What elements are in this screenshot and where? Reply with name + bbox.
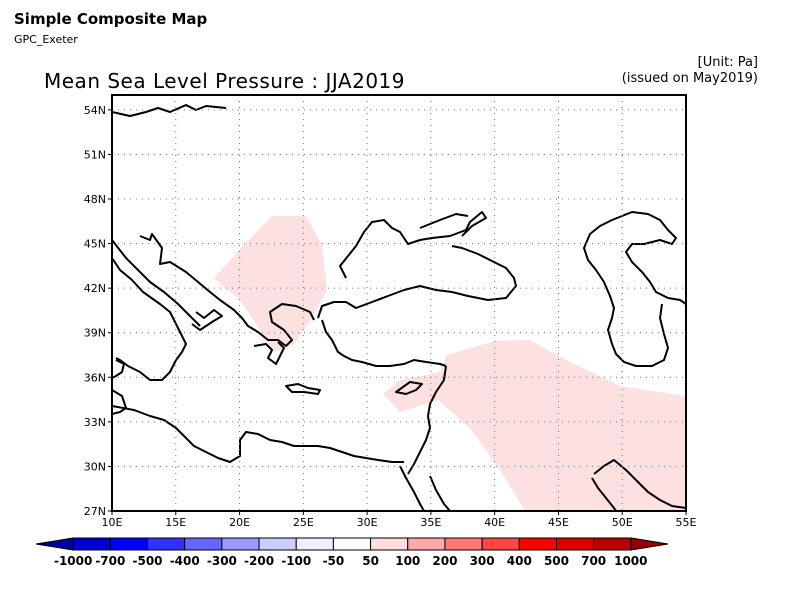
coastline-persian-gulf: [591, 459, 686, 511]
colorbar-label: 700: [581, 554, 606, 568]
map-title: Mean Sea Level Pressure : JJA2019: [44, 69, 405, 93]
colorbar-segment: [35, 537, 74, 551]
anomaly-region-balkans: [214, 216, 327, 352]
colorbar-label: -100: [281, 554, 311, 568]
coastline-cyprus: [395, 381, 423, 395]
colorbar-label: -400: [170, 554, 200, 568]
colorbar-segment: [72, 537, 111, 551]
colorbar-segment: [555, 537, 595, 551]
colorbar-label: -50: [323, 554, 345, 568]
colorbar-segment: [332, 537, 372, 551]
x-tick-label: 30E: [357, 516, 378, 529]
colorbar-label: -300: [207, 554, 237, 568]
colorbar-segment: [481, 537, 520, 551]
colorbar-label: 400: [507, 554, 532, 568]
colorbar-segment: [184, 537, 223, 551]
y-tick-label: 27N: [84, 505, 106, 518]
coastlines: [112, 104, 686, 511]
coastline-black-sea: [339, 211, 487, 279]
y-tick-label: 42N: [84, 282, 106, 295]
colorbar-segment: [370, 537, 409, 551]
x-tick-label: 45E: [548, 516, 569, 529]
coastline-turkey-south: [321, 319, 447, 367]
y-tick-label: 33N: [84, 416, 106, 429]
colorbar-label: 100: [395, 554, 420, 568]
latitude-labels: 27N 30N 33N 36N 39N 42N 45N 48N 51N 54N: [84, 104, 112, 518]
y-tick-label: 51N: [84, 148, 106, 161]
y-tick-label: 54N: [84, 104, 106, 117]
colorbar-label: 1000: [614, 554, 647, 568]
colorbar-segment: [258, 537, 297, 551]
coastline-tunisia: [112, 389, 127, 415]
anomaly-shading: [214, 216, 686, 511]
colorbar-label: 50: [362, 554, 379, 568]
x-tick-label: 25E: [293, 516, 314, 529]
colorbar: [35, 537, 669, 551]
colorbar-labels: -1000 -700 -500 -400 -300 -200 -100 -50 50 100 200…: [54, 554, 648, 568]
coastline-caspian: [583, 211, 686, 367]
coastline-north-africa: [112, 405, 404, 463]
coastline-turkey: [317, 245, 517, 319]
coastline-italy: [112, 257, 187, 381]
coastline-heel: [191, 309, 223, 331]
longitude-labels: 10E 15E 20E 25E 30E 35E 40E 45E 50E 55E: [102, 511, 697, 529]
map-frame: [111, 94, 687, 512]
colorbar-segment: [295, 537, 334, 551]
colorbar-segment: [444, 537, 483, 551]
x-tick-label: 55E: [676, 516, 697, 529]
colorbar-segment: [221, 537, 260, 551]
figure-title: Simple Composite Map: [14, 10, 208, 28]
coastline-levant: [407, 365, 447, 475]
coastline-adriatic-east: [112, 104, 315, 347]
colorbar-label: -200: [244, 554, 274, 568]
colorbar-segment: [109, 537, 149, 551]
x-tick-label: 15E: [165, 516, 186, 529]
y-tick-label: 48N: [84, 193, 106, 206]
coastline-red-sea: [399, 465, 451, 511]
x-tick-label: 10E: [102, 516, 123, 529]
issued-label: (issued on May2019): [621, 71, 758, 86]
anomaly-region-middle-east: [383, 340, 686, 511]
colorbar-segment: [407, 537, 446, 551]
x-tick-label: 50E: [612, 516, 633, 529]
y-tick-label: 45N: [84, 238, 106, 251]
colorbar-label: -700: [95, 554, 125, 568]
y-tick-label: 39N: [84, 327, 106, 340]
colorbar-label: -500: [133, 554, 163, 568]
colorbar-label: 300: [470, 554, 495, 568]
coastline-crete: [285, 383, 321, 395]
colorbar-label: 500: [544, 554, 569, 568]
colorbar-segment: [147, 537, 186, 551]
unit-label: [Unit: Pa]: [697, 55, 758, 70]
x-tick-label: 35E: [420, 516, 441, 529]
figure-subtitle: GPC_Exeter: [14, 33, 78, 46]
colorbar-segment: [630, 537, 669, 551]
coastline-sicily: [112, 359, 125, 379]
coastline-greece: [253, 341, 285, 365]
colorbar-label: -1000: [54, 554, 92, 568]
coastline-adriatic-west: [112, 239, 201, 327]
x-tick-label: 20E: [229, 516, 250, 529]
y-tick-label: 36N: [84, 371, 106, 384]
y-tick-label: 30N: [84, 460, 106, 473]
colorbar-segment: [593, 537, 632, 551]
colorbar-label: 200: [432, 554, 457, 568]
x-tick-label: 40E: [484, 516, 505, 529]
colorbar-segment: [518, 537, 557, 551]
